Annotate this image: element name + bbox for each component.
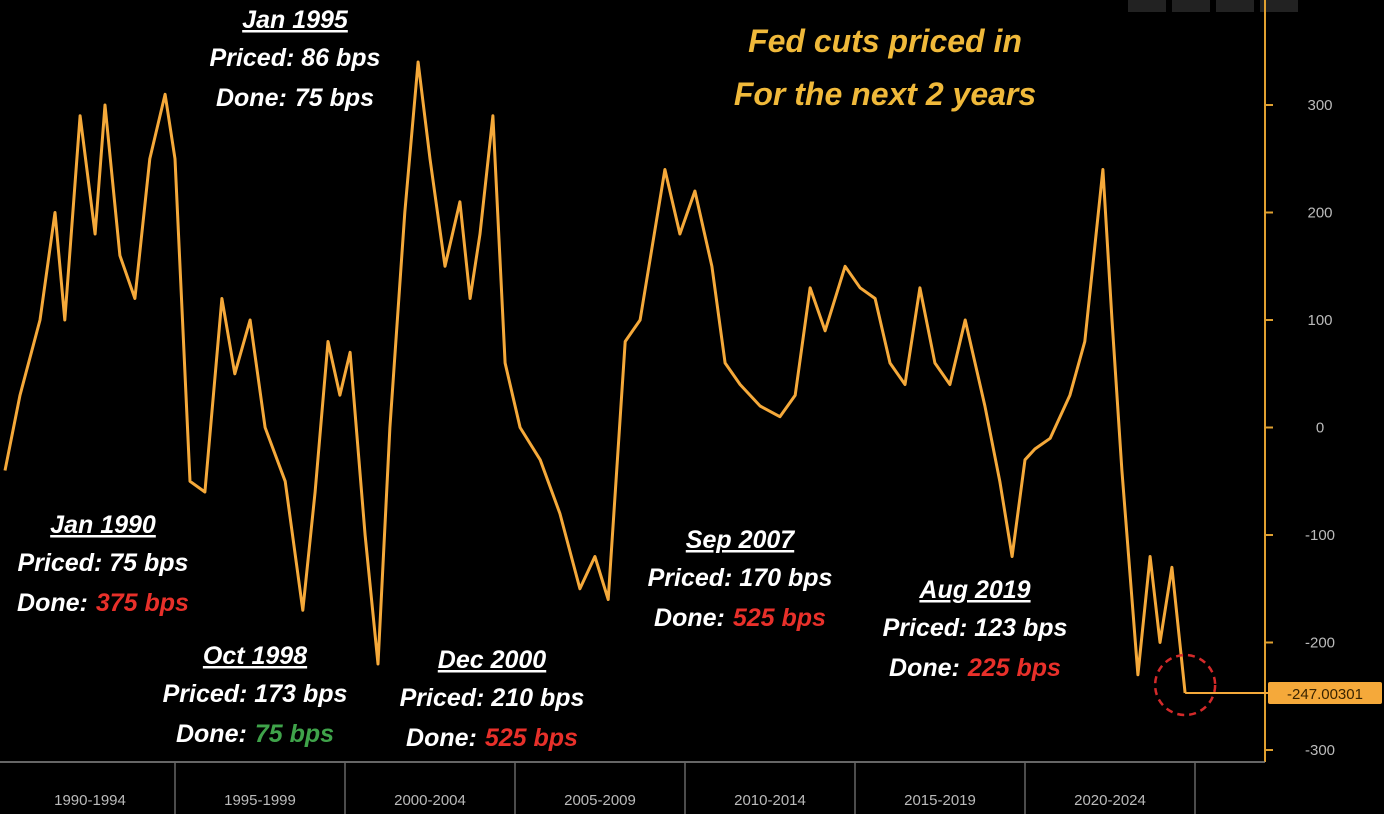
annotation-done: Done: 525 bps: [406, 724, 578, 752]
done-label: Done:: [406, 724, 477, 752]
data-line: [3, 60, 1187, 694]
done-value: 525 bps: [733, 604, 826, 632]
x-tick-label: 2015-2019: [904, 792, 976, 809]
annotation-done: Done: 525 bps: [654, 604, 826, 632]
last-value-box: [1268, 682, 1382, 705]
y-tick-label: 0: [1316, 420, 1324, 437]
done-label: Done:: [216, 84, 287, 112]
chart-title: For the next 2 years: [734, 76, 1036, 112]
annotation-date: Jan 1995: [242, 6, 349, 34]
x-tick-label: 1990-1994: [54, 792, 126, 809]
last-value-label: -247.00301: [1287, 686, 1363, 703]
y-tick-label: 200: [1307, 205, 1332, 222]
y-tick-label: -100: [1305, 527, 1335, 544]
toolbar-button[interactable]: [1128, 0, 1166, 12]
highlight-circle: [1153, 653, 1217, 717]
toolbar-button[interactable]: [1260, 0, 1298, 12]
annotation-date: Aug 2019: [918, 576, 1030, 604]
done-value: 525 bps: [485, 724, 578, 752]
x-tick-label: 2005-2009: [564, 792, 636, 809]
done-value: 75 bps: [295, 84, 374, 112]
y-tick-label: -300: [1305, 742, 1335, 759]
done-value: 225 bps: [967, 654, 1061, 682]
annotation-done: Done: 75 bps: [216, 84, 374, 112]
x-tick-label: 1995-1999: [224, 792, 296, 809]
done-label: Done:: [176, 720, 247, 748]
toolbar: [1128, 0, 1298, 12]
y-tick-label: -200: [1305, 635, 1335, 652]
done-value: 375 bps: [96, 589, 189, 617]
done-label: Done:: [654, 604, 725, 632]
annotation-priced: Priced: 123 bps: [883, 614, 1068, 642]
toolbar-button[interactable]: [1216, 0, 1254, 12]
annotation-done: Done: 75 bps: [176, 720, 334, 748]
toolbar-button[interactable]: [1172, 0, 1210, 12]
done-value: 75 bps: [255, 720, 334, 748]
annotation-priced: Priced: 170 bps: [648, 564, 833, 592]
annotation-date: Jan 1990: [50, 511, 156, 539]
done-label: Done:: [889, 654, 960, 682]
y-tick-label: 100: [1307, 312, 1332, 329]
annotation-priced: Priced: 210 bps: [400, 684, 585, 712]
x-tick-label: 2020-2024: [1074, 792, 1146, 809]
annotation-date: Sep 2007: [686, 526, 796, 554]
annotation-priced: Priced: 75 bps: [18, 549, 189, 577]
annotation-date: Dec 2000: [438, 646, 547, 674]
annotation-priced: Priced: 86 bps: [210, 44, 381, 72]
annotation-done: Done: 225 bps: [889, 654, 1061, 682]
annotation-date: Oct 1998: [203, 642, 307, 670]
annotation-done: Done: 375 bps: [17, 589, 189, 617]
y-tick-label: 300: [1307, 97, 1332, 114]
x-tick-label: 2010-2014: [734, 792, 806, 809]
done-label: Done:: [17, 589, 88, 617]
annotation-priced: Priced: 173 bps: [163, 680, 348, 708]
x-tick-label: 2000-2004: [394, 792, 466, 809]
chart-title: Fed cuts priced in: [748, 23, 1022, 59]
